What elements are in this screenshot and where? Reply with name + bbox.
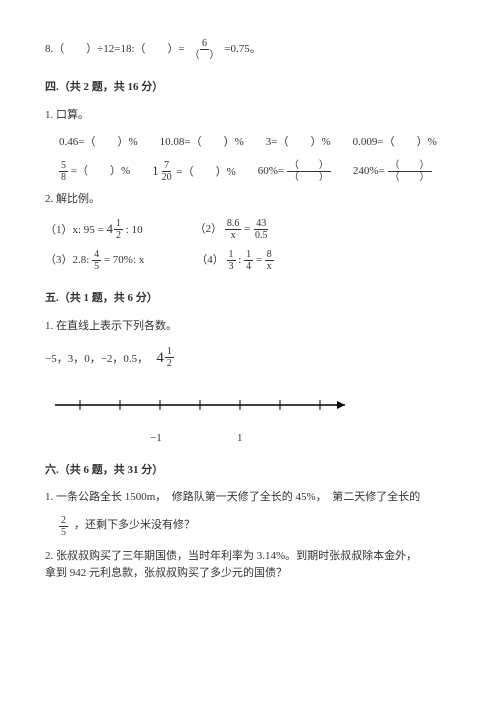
eq4-frac-a: 1 3 <box>227 249 236 272</box>
mental-calc-row2: 5 8 =（ ）% 1 7 20 =（ ）% 60%= （ ） （ ） 240%… <box>45 160 455 183</box>
calc-2c-lead: 60%= <box>258 165 284 177</box>
proportion-row2: （3）2.8: 4 5 = 70%: x （4） 1 3 : 1 4 = 8 x <box>45 249 455 272</box>
eq4: （4） 1 3 : 1 4 = 8 x <box>196 249 274 272</box>
calc-2a-den: 8 <box>59 172 68 183</box>
calc-2d: 240%= （ ） （ ） <box>353 160 432 183</box>
mental-calc-row1: 0.46=（ ）% 10.08=（ ）% 3=（ ）% 0.009=（ ）% <box>45 134 455 152</box>
eq1-frac: 1 2 <box>114 218 123 241</box>
calc-2a-frac: 5 8 <box>59 160 68 183</box>
sec5-mixed-frac: 1 2 <box>165 346 174 369</box>
eq2-ld: x <box>229 230 238 241</box>
eq3: （3）2.8: 4 5 = 70%: x <box>45 249 144 272</box>
section-6-title: 六.（共 6 题，共 31 分） <box>45 462 455 480</box>
calc-2d-lead: 240%= <box>353 165 385 177</box>
calc-2b-tail: =（ ）% <box>174 166 236 178</box>
calc-2b-den: 20 <box>160 172 174 183</box>
eq4-bd: 4 <box>244 261 253 272</box>
calc-2b: 1 7 20 =（ ）% <box>152 160 236 183</box>
eq4-cn: 8 <box>265 249 274 261</box>
eq2-rn: 43 <box>254 218 268 230</box>
number-line: −1 1 <box>45 390 455 444</box>
eq4-mid2: = <box>256 254 265 266</box>
calc-2b-num: 7 <box>162 160 171 172</box>
calc-2d-num: （ ） <box>388 160 432 172</box>
q8-prefix: 8.（ ）÷12=18:（ ）= <box>45 43 185 55</box>
sec4-q1-label: 1. 口算。 <box>45 107 455 125</box>
eq3-lead: （3）2.8: <box>45 254 92 266</box>
eq4-bn: 1 <box>244 249 253 261</box>
eq4-frac-c: 8 x <box>265 249 274 272</box>
calc-1c: 3=（ ）% <box>266 134 331 152</box>
eq1-den: 2 <box>114 230 123 241</box>
eq4-ad: 3 <box>227 261 236 272</box>
question-8: 8.（ ）÷12=18:（ ）= 6 （ ） =0.75。 <box>45 38 455 61</box>
sec5-mixed-den: 2 <box>165 358 174 369</box>
eq4-an: 1 <box>227 249 236 261</box>
sec5-mixed-whole: 4 <box>156 346 164 370</box>
eq2-rd: 0.5 <box>253 230 270 241</box>
eq4-frac-b: 1 4 <box>244 249 253 272</box>
sec5-mixed-num: 1 <box>165 346 174 358</box>
section-5-title: 五.（共 1 题，共 6 分） <box>45 290 455 308</box>
calc-2b-frac: 7 20 <box>160 160 174 183</box>
calc-1d: 0.009=（ ）% <box>353 134 437 152</box>
sec5-q1-label: 1. 在直线上表示下列各数。 <box>45 318 455 336</box>
sec6-q1: 1. 一条公路全长 1500m， 修路队第一天修了全长的 45%， 第二天修了全… <box>45 489 455 538</box>
calc-2c: 60%= （ ） （ ） <box>258 160 331 183</box>
sec6-q2-line2: 拿到 942 元利息款，张叔叔购买了多少元的国债？ <box>45 565 455 583</box>
eq1-tail: : 10 <box>126 224 143 236</box>
q8-suffix: =0.75。 <box>224 43 260 55</box>
sec5-numbers: −5，3，0，−2，0.5， 4 1 2 <box>45 346 455 370</box>
eq4-lead: （4） <box>196 254 224 266</box>
sec6-q1-line1: 1. 一条公路全长 1500m， 修路队第一天修了全长的 45%， 第二天修了全… <box>45 489 455 507</box>
calc-2b-whole: 1 <box>152 161 159 182</box>
eq1-mixed: 4 1 2 <box>107 218 124 241</box>
calc-2d-den: （ ） <box>388 172 432 183</box>
eq2: （2） 8.6 x = 43 0.5 <box>195 218 270 241</box>
sec6-q1-line2: 2 5 ，还剩下多少米没有修？ <box>45 515 455 538</box>
calc-2d-frac: （ ） （ ） <box>388 160 432 183</box>
eq1-lead: （1）x: 95 = <box>45 224 107 236</box>
calc-2a: 5 8 =（ ）% <box>59 160 130 183</box>
q8-frac-num: 6 <box>200 38 209 50</box>
calc-2c-den: （ ） <box>287 172 331 183</box>
sec6-q2-line1: 2. 张叔叔购买了三年期国债，当时年利率为 3.14%。到期时张叔叔除本金外， <box>45 548 455 566</box>
calc-2a-tail: =（ ）% <box>68 165 130 177</box>
sec6-q1-num: 2 <box>59 515 68 527</box>
eq2-lfrac: 8.6 x <box>225 218 242 241</box>
sec6-q1-frac: 2 5 <box>59 515 68 538</box>
number-line-svg <box>45 390 365 430</box>
section-4-title: 四.（共 2 题，共 16 分） <box>45 79 455 97</box>
calc-2c-num: （ ） <box>287 160 331 172</box>
eq2-ln: 8.6 <box>225 218 242 230</box>
eq3-frac: 4 5 <box>92 249 101 272</box>
calc-1a: 0.46=（ ）% <box>59 134 138 152</box>
calc-1b: 10.08=（ ）% <box>160 134 244 152</box>
eq3-num: 4 <box>92 249 101 261</box>
eq3-tail: = 70%: x <box>104 254 144 266</box>
sec4-q2-label: 2. 解比例。 <box>45 191 455 209</box>
calc-2c-frac: （ ） （ ） <box>287 160 331 183</box>
sec6-q1-den: 5 <box>59 527 68 538</box>
sec6-q1-tail: ，还剩下多少米没有修？ <box>74 517 195 535</box>
eq1-whole: 4 <box>107 219 114 240</box>
eq3-den: 5 <box>92 261 101 272</box>
sec5-mixed: 4 1 2 <box>156 346 174 370</box>
calc-2b-mixed: 1 7 20 <box>152 160 174 183</box>
q8-fraction: 6 （ ） <box>188 38 222 61</box>
proportion-row1: （1）x: 95 = 4 1 2 : 10 （2） 8.6 x = 43 0.5 <box>45 218 455 241</box>
calc-2a-num: 5 <box>59 160 68 172</box>
sec6-q2: 2. 张叔叔购买了三年期国债，当时年利率为 3.14%。到期时张叔叔除本金外， … <box>45 548 455 583</box>
tick-label-pos1: 1 <box>237 430 243 448</box>
eq4-cd: x <box>265 261 274 272</box>
eq1-num: 1 <box>114 218 123 230</box>
sec5-nums-prefix: −5，3，0，−2，0.5， <box>45 353 154 365</box>
eq2-mid: = <box>244 223 253 235</box>
q8-frac-den: （ ） <box>188 50 222 61</box>
eq2-lead: （2） <box>195 223 223 235</box>
eq1: （1）x: 95 = 4 1 2 : 10 <box>45 218 143 241</box>
eq2-rfrac: 43 0.5 <box>253 218 270 241</box>
tick-label-neg1: −1 <box>150 430 162 448</box>
